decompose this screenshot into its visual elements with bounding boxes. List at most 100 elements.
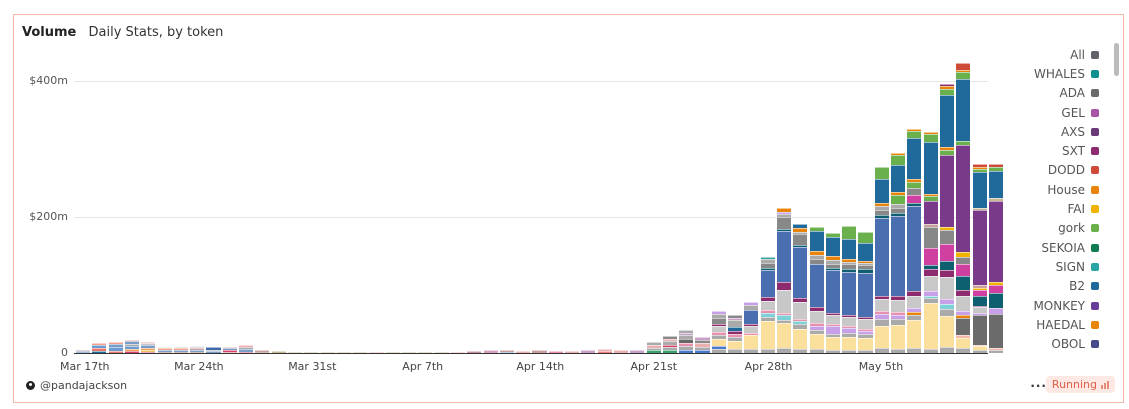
bar[interactable]	[190, 346, 205, 353]
bar[interactable]	[141, 342, 156, 353]
bar[interactable]	[418, 352, 433, 353]
bar[interactable]	[972, 164, 987, 353]
bar[interactable]	[613, 350, 629, 353]
bar[interactable]	[891, 153, 906, 353]
bar[interactable]	[711, 310, 726, 353]
bar[interactable]	[679, 329, 694, 353]
bar[interactable]	[532, 350, 547, 353]
bar-segment	[891, 319, 906, 325]
bar[interactable]	[842, 225, 857, 353]
bar[interactable]	[939, 83, 955, 353]
bar-segment	[728, 314, 743, 318]
bar[interactable]	[581, 350, 596, 353]
bar-segment	[874, 319, 889, 326]
bar-segment	[891, 348, 906, 353]
bar[interactable]	[565, 350, 580, 353]
bar[interactable]	[206, 346, 221, 353]
bar[interactable]	[793, 223, 808, 353]
bar[interactable]	[548, 350, 563, 353]
legend-item[interactable]: All	[1033, 45, 1099, 64]
legend-item[interactable]: B2	[1033, 277, 1099, 296]
bar[interactable]	[988, 163, 1003, 353]
bar-segment	[711, 335, 726, 340]
bar[interactable]	[776, 208, 792, 353]
bar-segment	[939, 304, 955, 310]
bar[interactable]	[369, 351, 384, 353]
bar[interactable]	[287, 351, 303, 353]
bar[interactable]	[923, 132, 938, 353]
bar[interactable]	[646, 342, 661, 353]
bar[interactable]	[499, 349, 514, 353]
bar-segment	[858, 337, 873, 350]
bar-segment	[956, 141, 971, 146]
bar[interactable]	[695, 337, 710, 353]
bar[interactable]	[760, 257, 775, 353]
legend-item[interactable]: SXT	[1033, 141, 1099, 160]
bar[interactable]	[907, 129, 922, 353]
more-options-button[interactable]: ···	[1030, 379, 1047, 393]
legend-item[interactable]: DODD	[1033, 161, 1099, 180]
legend-item[interactable]: ADA	[1033, 84, 1099, 103]
bar[interactable]	[108, 342, 123, 353]
legend-item[interactable]: OBOL	[1033, 334, 1099, 353]
legend-item[interactable]: gork	[1033, 219, 1099, 238]
bar[interactable]	[239, 344, 254, 353]
bar[interactable]	[173, 346, 188, 353]
bar-segment	[825, 268, 840, 271]
bar-segment	[418, 352, 433, 353]
bar[interactable]	[825, 233, 840, 353]
legend-swatch-icon	[1091, 224, 1099, 233]
bar[interactable]	[222, 346, 237, 353]
legend-item[interactable]: SEKOIA	[1033, 238, 1099, 257]
legend-item[interactable]: HAEDAL	[1033, 315, 1099, 334]
bar-segment	[776, 319, 792, 324]
bar-segment	[956, 252, 971, 258]
legend-scrollbar[interactable]	[1114, 43, 1119, 76]
legend-item[interactable]: WHALES	[1033, 64, 1099, 83]
bar[interactable]	[858, 232, 873, 353]
bar[interactable]	[271, 350, 286, 353]
bar[interactable]	[467, 350, 482, 353]
bar[interactable]	[483, 350, 498, 353]
bar[interactable]	[76, 349, 91, 353]
legend-item[interactable]: AXS	[1033, 122, 1099, 141]
bar-segment	[776, 282, 792, 291]
bar[interactable]	[728, 314, 743, 353]
bar-segment	[891, 194, 906, 204]
bar[interactable]	[255, 349, 270, 353]
bar[interactable]	[124, 340, 140, 353]
bar[interactable]	[516, 350, 531, 353]
bar[interactable]	[874, 167, 889, 353]
legend-item[interactable]: SIGN	[1033, 257, 1099, 276]
bar-segment	[467, 350, 482, 353]
legend-item[interactable]: House	[1033, 180, 1099, 199]
bar-segment	[809, 264, 824, 307]
bar[interactable]	[92, 342, 107, 353]
bar[interactable]	[353, 351, 368, 353]
bar-segment	[923, 264, 938, 270]
bar[interactable]	[320, 351, 335, 353]
bar-segment	[842, 225, 857, 240]
bar[interactable]	[450, 351, 466, 353]
bar[interactable]	[385, 351, 400, 353]
author[interactable]: @pandajackson	[26, 379, 127, 392]
bar-segment	[173, 346, 188, 349]
bar[interactable]	[809, 227, 824, 353]
bar[interactable]	[744, 302, 759, 353]
bar-segment	[597, 350, 612, 353]
legend-item[interactable]: MONKEY	[1033, 296, 1099, 315]
bar[interactable]	[402, 352, 417, 353]
bar-segment	[760, 267, 775, 270]
legend-item[interactable]: FAI	[1033, 199, 1099, 218]
bar-segment	[92, 342, 107, 345]
legend-item[interactable]: GEL	[1033, 103, 1099, 122]
bar[interactable]	[630, 349, 645, 353]
bar[interactable]	[597, 348, 612, 353]
bar[interactable]	[434, 352, 449, 353]
bar[interactable]	[304, 351, 319, 353]
bar[interactable]	[336, 351, 351, 353]
bar-segment	[907, 195, 922, 203]
bar[interactable]	[956, 63, 971, 353]
bar[interactable]	[662, 336, 677, 353]
bar[interactable]	[157, 346, 172, 353]
